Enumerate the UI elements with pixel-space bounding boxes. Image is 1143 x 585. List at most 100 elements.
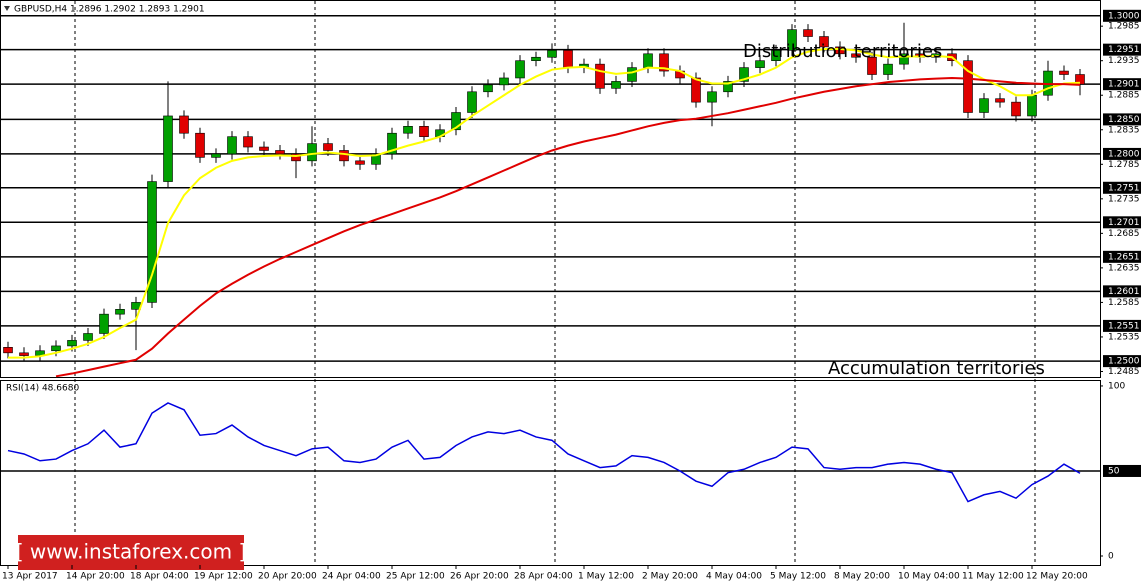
x-tick-label: 11 May 12:00 — [962, 572, 1024, 582]
x-tick-label: 1 May 12:00 — [578, 572, 634, 582]
y-tick-label: 1.2535 — [1108, 332, 1140, 342]
candle-body — [115, 309, 125, 315]
candle-body — [355, 160, 365, 165]
level-label-box — [1103, 147, 1141, 160]
candle-body — [307, 143, 317, 162]
candle-body — [83, 333, 93, 341]
candle-body — [1011, 101, 1021, 117]
candle-body — [99, 313, 109, 334]
level-label: 1.2601 — [1108, 287, 1140, 297]
candle-body — [19, 352, 29, 356]
annotation: Accumulation territories — [828, 358, 1045, 379]
level-label-box — [1103, 181, 1141, 194]
candle-body — [771, 50, 781, 62]
candle-body — [627, 67, 637, 82]
y-tick-label: 1.2635 — [1108, 263, 1140, 273]
y-tick-label: 1.2985 — [1108, 22, 1140, 32]
level-label: 1.2901 — [1108, 80, 1140, 90]
x-tick-label: 10 May 04:00 — [898, 572, 960, 582]
rsi-title: RSI(14) 48.6680 — [6, 384, 79, 394]
x-tick-label: 24 Apr 04:00 — [322, 572, 381, 582]
candle-body — [563, 50, 573, 68]
candle-body — [211, 153, 221, 158]
level-label-box — [1103, 43, 1141, 56]
candle-body — [323, 143, 333, 151]
level-label-box — [1103, 464, 1141, 477]
level-label-box — [1103, 9, 1141, 22]
watermark-box — [18, 535, 244, 570]
candle-body — [883, 63, 893, 75]
y-tick-label: 1.2485 — [1108, 367, 1140, 377]
candle-body — [419, 126, 429, 137]
candle-body — [51, 345, 61, 352]
level-label: 1.2800 — [1108, 149, 1140, 159]
candle-body — [723, 81, 733, 93]
level-label-box — [1103, 113, 1141, 126]
candle-body — [339, 150, 349, 162]
candle-body — [275, 150, 285, 155]
candle-body — [67, 340, 77, 347]
price-panel — [0, 0, 1101, 378]
x-tick-label: 2 May 20:00 — [642, 572, 698, 582]
level-label: 1.2551 — [1108, 321, 1140, 331]
x-tick-label: 5 May 12:00 — [770, 572, 826, 582]
candle-body — [819, 36, 829, 48]
level-label: 1.2751 — [1108, 183, 1140, 193]
candle-body — [595, 63, 605, 89]
candle-body — [755, 60, 765, 68]
candle-body — [691, 77, 701, 103]
rsi-line — [7, 402, 1081, 503]
candle-body — [1027, 94, 1037, 117]
candle-body — [227, 136, 237, 155]
menu-icon — [4, 6, 10, 11]
candle-body — [867, 56, 877, 75]
candle-body — [467, 91, 477, 113]
annotation: Distribution territories — [743, 41, 942, 62]
candle-body — [611, 81, 621, 89]
x-tick-label: 20 Apr 20:00 — [258, 572, 317, 582]
level-label: 1.2850 — [1108, 115, 1140, 125]
candle-body — [291, 153, 301, 162]
candle-body — [195, 132, 205, 158]
candle-body — [787, 29, 797, 51]
candle-body — [851, 53, 861, 58]
level-label: 50 — [1108, 466, 1120, 476]
x-tick-label: 14 Apr 20:00 — [66, 572, 125, 582]
candle-body — [707, 91, 717, 103]
x-tick-label: 28 Apr 04:00 — [514, 572, 573, 582]
x-tick-label: 8 May 20:00 — [834, 572, 890, 582]
candle-body — [995, 98, 1005, 103]
candle-body — [739, 67, 749, 82]
candle-body — [179, 115, 189, 134]
level-label: 1.2951 — [1108, 45, 1140, 55]
level-label: 1.2651 — [1108, 252, 1140, 262]
candle-body — [531, 56, 541, 62]
moving-average — [55, 76, 1081, 378]
y-tick-label: 1.2585 — [1108, 298, 1140, 308]
candle-body — [259, 146, 269, 151]
y-tick-label: 0 — [1108, 551, 1114, 561]
x-tick-label: 12 May 20:00 — [1026, 572, 1088, 582]
level-label: 1.2500 — [1108, 357, 1140, 367]
y-tick-label: 1.2735 — [1108, 194, 1140, 204]
candle-body — [403, 126, 413, 134]
candle-body — [963, 60, 973, 113]
level-label-box — [1103, 319, 1141, 332]
level-label-box — [1103, 250, 1141, 263]
candle-body — [1059, 70, 1069, 75]
x-tick-label: 4 May 04:00 — [706, 572, 762, 582]
x-tick-label: 25 Apr 12:00 — [386, 572, 445, 582]
candle-body — [243, 136, 253, 148]
level-label: 1.3000 — [1108, 11, 1140, 21]
candle-body — [803, 29, 813, 37]
candle-body — [899, 53, 909, 65]
x-tick-label: 19 Apr 12:00 — [194, 572, 253, 582]
y-tick-label: 1.2885 — [1108, 91, 1140, 101]
level-label-box — [1103, 78, 1141, 91]
level-label-box — [1103, 285, 1141, 298]
level-label-box — [1103, 355, 1141, 368]
moving-average — [8, 47, 1081, 359]
candle-body — [147, 181, 157, 303]
